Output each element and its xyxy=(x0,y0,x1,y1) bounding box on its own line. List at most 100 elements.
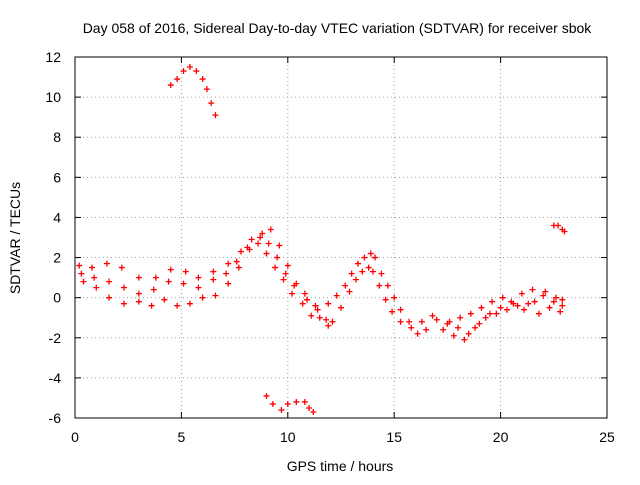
data-point xyxy=(161,296,168,303)
data-point xyxy=(135,290,142,297)
data-point xyxy=(259,230,266,237)
data-point xyxy=(346,288,353,295)
data-point xyxy=(274,254,281,261)
data-point xyxy=(235,264,242,271)
data-point xyxy=(208,100,215,107)
series-track-a xyxy=(76,230,330,323)
data-point xyxy=(314,306,321,313)
data-point xyxy=(93,284,100,291)
y-tick-label: -4 xyxy=(49,370,62,386)
data-point xyxy=(461,336,468,343)
data-point xyxy=(255,240,262,247)
grid xyxy=(75,57,607,418)
data-point xyxy=(389,308,396,315)
data-point xyxy=(106,294,113,301)
data-point xyxy=(457,314,464,321)
series-track-e xyxy=(329,264,564,343)
data-point xyxy=(284,262,291,269)
data-point xyxy=(465,330,472,337)
data-point xyxy=(272,264,279,271)
data-point xyxy=(186,64,193,71)
data-point xyxy=(269,400,276,407)
data-point xyxy=(80,278,87,285)
data-point xyxy=(423,326,430,333)
chart-title: Day 058 of 2016, Sidereal Day-to-day VTE… xyxy=(83,20,593,36)
data-point xyxy=(282,270,289,277)
data-point xyxy=(355,260,362,267)
data-point xyxy=(325,322,332,329)
series-segment-low xyxy=(263,392,317,415)
data-point xyxy=(284,400,291,407)
data-point xyxy=(406,318,413,325)
series-track-f xyxy=(446,288,566,325)
data-point xyxy=(152,274,159,281)
data-point xyxy=(212,112,219,119)
data-point xyxy=(521,306,528,313)
data-point xyxy=(248,236,255,243)
data-marks xyxy=(76,64,568,415)
x-tick-label: 5 xyxy=(178,429,186,445)
data-point xyxy=(342,282,349,289)
data-point xyxy=(225,280,232,287)
data-point xyxy=(376,282,383,289)
data-point xyxy=(429,312,436,319)
data-point xyxy=(78,270,85,277)
data-point xyxy=(165,278,172,285)
y-tick-label: 8 xyxy=(53,129,61,145)
data-point xyxy=(369,268,376,275)
data-point xyxy=(559,302,566,309)
x-tick-label: 20 xyxy=(493,429,509,445)
data-point xyxy=(472,324,479,331)
data-point xyxy=(246,246,253,253)
data-point xyxy=(182,268,189,275)
data-point xyxy=(278,406,285,413)
data-point xyxy=(478,304,485,311)
data-point xyxy=(174,302,181,309)
data-point xyxy=(352,276,359,283)
data-point xyxy=(293,398,300,405)
data-point xyxy=(135,274,142,281)
series-track-b xyxy=(78,240,315,319)
data-point xyxy=(210,276,217,283)
y-tick-label: -2 xyxy=(49,330,62,346)
x-tick-label: 10 xyxy=(280,429,296,445)
data-point xyxy=(186,300,193,307)
data-point xyxy=(378,270,385,277)
data-point xyxy=(180,280,187,287)
data-point xyxy=(120,284,127,291)
data-point xyxy=(195,274,202,281)
series-segment-high xyxy=(167,64,219,119)
data-point xyxy=(299,300,306,307)
data-point xyxy=(103,260,110,267)
data-point xyxy=(359,268,366,275)
data-point xyxy=(312,302,319,309)
data-point xyxy=(552,294,559,301)
data-point xyxy=(382,296,389,303)
series-track-d xyxy=(316,250,566,337)
data-point xyxy=(76,262,83,269)
data-point xyxy=(367,250,374,257)
data-point xyxy=(493,310,500,317)
data-point xyxy=(397,306,404,313)
data-point xyxy=(193,68,200,75)
data-point xyxy=(233,258,240,265)
plot-frame xyxy=(74,56,608,419)
data-point xyxy=(199,76,206,83)
data-point xyxy=(120,300,127,307)
data-point xyxy=(303,296,310,303)
data-point xyxy=(199,294,206,301)
data-point xyxy=(148,302,155,309)
data-point xyxy=(476,320,483,327)
data-point xyxy=(503,306,510,313)
data-point xyxy=(267,226,274,233)
data-point xyxy=(308,312,315,319)
y-tick-label: 10 xyxy=(45,89,61,105)
data-point xyxy=(559,296,566,303)
data-point xyxy=(257,234,264,241)
data-point xyxy=(450,332,457,339)
data-point xyxy=(391,294,398,301)
data-point xyxy=(265,240,272,247)
series-track-c xyxy=(80,226,332,329)
data-point xyxy=(263,250,270,257)
